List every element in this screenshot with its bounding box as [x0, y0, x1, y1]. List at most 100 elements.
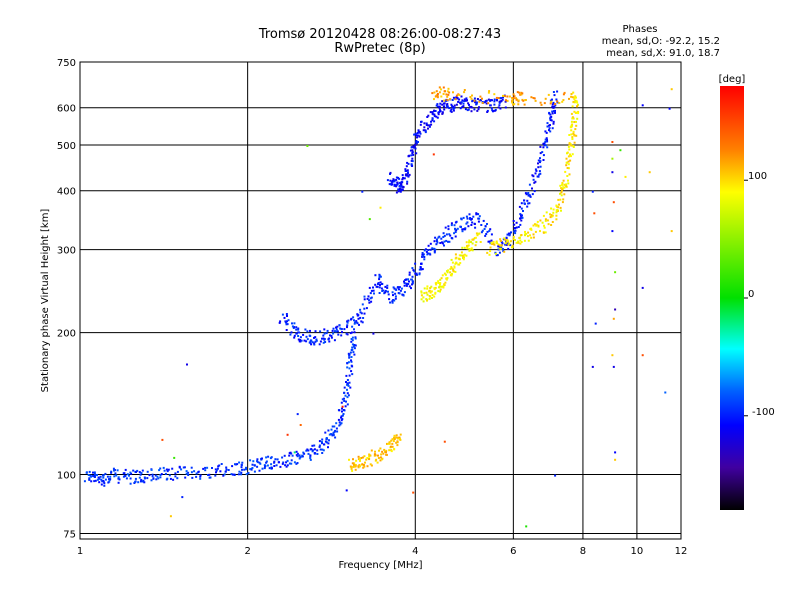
- trace-point: [102, 480, 105, 483]
- trace-point: [143, 476, 146, 479]
- trace-point: [309, 335, 312, 337]
- trace-point: [298, 331, 301, 334]
- trace-point: [156, 475, 159, 478]
- trace-point: [422, 129, 425, 132]
- trace-point: [395, 434, 398, 437]
- trace-point: [431, 247, 434, 250]
- trace-point: [443, 240, 446, 243]
- trace-point: [559, 198, 562, 201]
- trace-point: [345, 374, 348, 377]
- trace-point: [98, 481, 101, 484]
- trace-point: [438, 107, 441, 110]
- trace-point: [574, 128, 577, 131]
- x-tick-label: 6: [510, 546, 516, 557]
- trace-point: [460, 251, 463, 254]
- trace-point: [395, 191, 398, 194]
- trace-point: [477, 108, 480, 111]
- trace-point: [446, 271, 449, 274]
- trace-point: [452, 268, 455, 271]
- trace-point: [509, 240, 512, 243]
- trace-point: [333, 330, 336, 333]
- trace-point: [340, 422, 343, 425]
- trace-point: [195, 475, 198, 478]
- trace-point: [442, 93, 445, 95]
- trace-point: [542, 159, 545, 161]
- trace-point: [517, 241, 520, 244]
- trace-point: [484, 225, 487, 228]
- trace-point: [351, 469, 354, 472]
- trace-point: [358, 465, 361, 468]
- trace-point: [117, 477, 120, 480]
- trace-point: [314, 340, 317, 343]
- trace-point: [468, 247, 471, 250]
- trace-point: [346, 321, 349, 324]
- trace-point: [452, 109, 455, 112]
- trace-point: [104, 478, 107, 481]
- trace-point: [461, 230, 464, 233]
- trace-point: [571, 116, 574, 119]
- trace-point: [539, 145, 542, 148]
- trace-point: [347, 319, 350, 322]
- trace-point: [429, 242, 432, 245]
- trace-point: [476, 98, 479, 100]
- trace-point: [552, 101, 555, 104]
- trace-point: [455, 220, 458, 223]
- trace-point: [446, 103, 449, 105]
- trace-point: [309, 329, 311, 332]
- trace-point: [562, 186, 565, 189]
- trace-point: [520, 219, 523, 222]
- trace-point: [266, 464, 269, 467]
- trace-point: [475, 232, 478, 235]
- trace-point: [570, 129, 573, 132]
- trace-point: [363, 465, 366, 468]
- trace-point: [340, 334, 343, 337]
- trace-point: [489, 104, 492, 107]
- trace-point: [567, 179, 569, 182]
- trace-point: [110, 471, 113, 474]
- trace-point: [447, 269, 450, 272]
- trace-point: [458, 258, 461, 261]
- trace-point: [275, 464, 278, 467]
- trace-point: [431, 92, 434, 95]
- trace-point: [199, 474, 202, 477]
- trace-point: [566, 167, 569, 169]
- trace-point: [240, 466, 243, 469]
- trace-point: [202, 467, 205, 470]
- trace-point: [341, 331, 343, 334]
- scatter-point: [161, 438, 164, 441]
- trace-point: [172, 478, 175, 481]
- trace-point: [286, 323, 289, 326]
- trace-point: [351, 346, 354, 349]
- trace-point: [223, 473, 226, 476]
- trace-point: [393, 184, 396, 187]
- trace-point: [368, 458, 371, 460]
- scatter-point: [612, 201, 615, 204]
- trace-point: [167, 468, 170, 471]
- trace-point: [411, 157, 414, 160]
- trace-point: [542, 146, 545, 149]
- trace-point: [534, 230, 537, 233]
- trace-point: [293, 322, 296, 325]
- trace-point: [463, 100, 466, 103]
- trace-point: [372, 289, 375, 292]
- trace-point: [363, 312, 366, 315]
- trace-point: [571, 136, 574, 139]
- trace-point: [350, 356, 353, 358]
- trace-point: [484, 234, 487, 237]
- trace-point: [388, 449, 391, 452]
- trace-point: [324, 431, 327, 434]
- trace-point: [369, 463, 372, 466]
- trace-point: [544, 218, 547, 221]
- trace-point: [337, 418, 340, 421]
- trace-point: [420, 268, 423, 271]
- trace-point: [543, 144, 546, 147]
- trace-point: [350, 318, 352, 321]
- trace-point: [407, 278, 410, 281]
- trace-point: [363, 307, 366, 310]
- trace-point: [449, 271, 452, 274]
- trace-point: [565, 157, 568, 160]
- trace-point: [400, 182, 403, 185]
- trace-point: [216, 467, 219, 470]
- trace-point: [498, 104, 501, 107]
